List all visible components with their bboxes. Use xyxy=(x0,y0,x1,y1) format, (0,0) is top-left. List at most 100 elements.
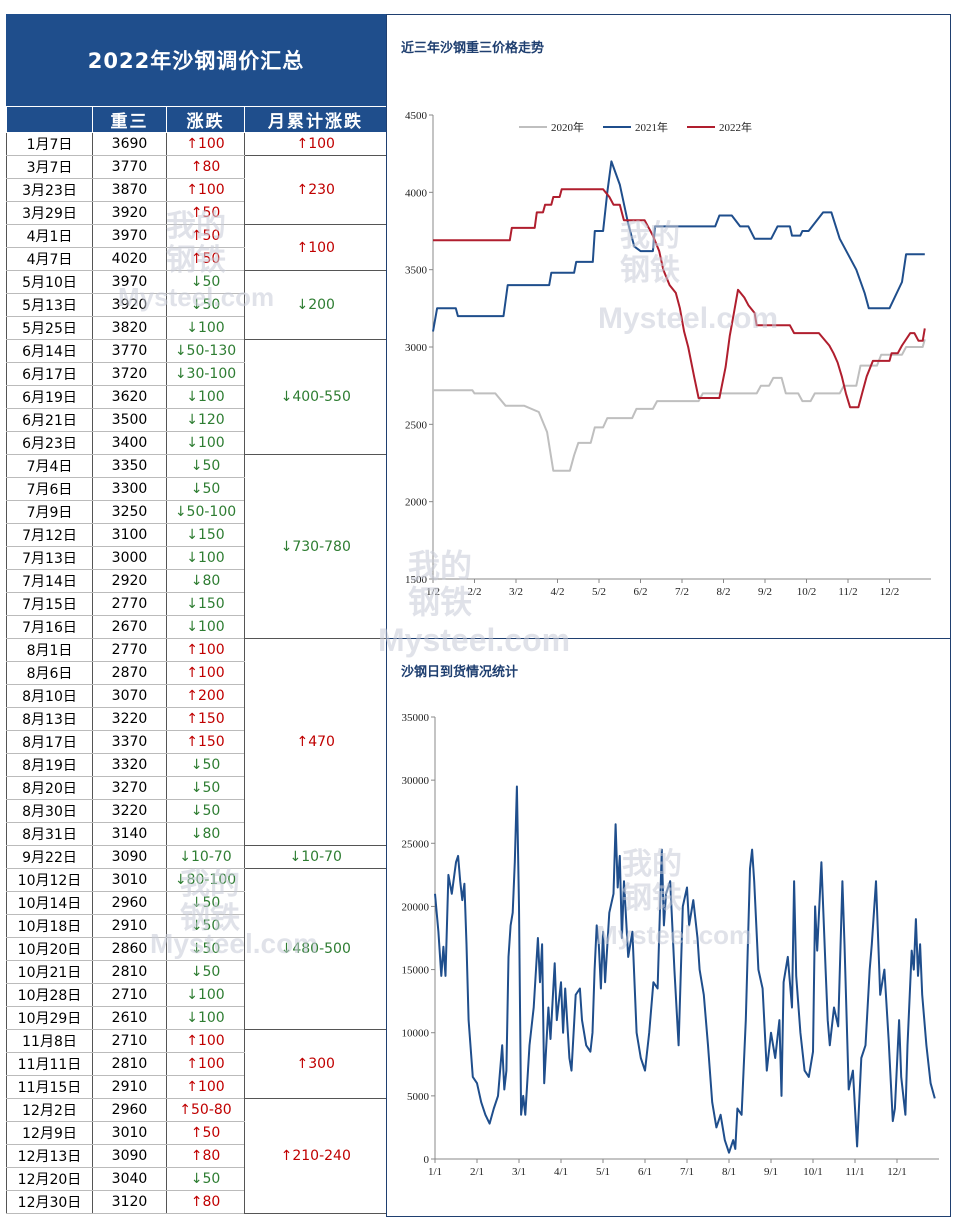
chart-title: 近三年沙钢重三价格走势 xyxy=(401,41,545,56)
y-tick-label: 3000 xyxy=(405,342,428,354)
x-tick-label: 10/2 xyxy=(797,586,817,598)
row-change: ↓120 xyxy=(166,408,245,432)
table-row: 7月4日 3350 ↓50 ↓730-780 xyxy=(6,454,387,639)
chart-title: 沙钢日到货情况统计 xyxy=(401,665,519,680)
arrival-chart: 沙钢日到货情况统计 0 5000 10000 15000 20000 25000 30000… xyxy=(386,638,951,1217)
monthly-change: ↓480-500 xyxy=(244,868,387,1030)
table-row: 4月1日 3970 ↑50 ↑100 xyxy=(6,224,387,271)
table-row: 7月14日 2920 ↓80 xyxy=(6,569,387,593)
row-price: 3370 xyxy=(92,730,167,754)
table-row: 8月30日 3220 ↓50 xyxy=(6,799,387,823)
table-row: 4月7日 4020 ↑50 xyxy=(6,247,387,271)
table-row: 3月7日 3770 ↑80 ↑230 xyxy=(6,155,387,225)
row-change: ↓100 xyxy=(166,546,245,570)
x-tick-label: 5/2 xyxy=(592,586,606,598)
monthly-change: ↓400-550 xyxy=(244,339,387,455)
table-row: 8月20日 3270 ↓50 xyxy=(6,776,387,800)
table-row: 11月15日 2910 ↑100 xyxy=(6,1075,387,1099)
table-row: 11月11日 2810 ↑100 xyxy=(6,1052,387,1076)
arrival-svg: 0 5000 10000 15000 20000 25000 30000 35000 1/1 2/… xyxy=(402,712,939,1178)
row-price: 3400 xyxy=(92,431,167,455)
table-row: 7月13日 3000 ↓100 xyxy=(6,546,387,570)
table-row: 5月25日 3820 ↓100 xyxy=(6,316,387,340)
table-row: 6月23日 3400 ↓100 xyxy=(6,431,387,455)
row-date: 3月29日 xyxy=(6,201,93,225)
row-date: 10月12日 xyxy=(6,868,93,892)
row-price: 3040 xyxy=(92,1167,167,1191)
row-date: 10月20日 xyxy=(6,937,93,961)
row-change: ↑80 xyxy=(166,1144,245,1168)
table-row: 8月19日 3320 ↓50 xyxy=(6,753,387,777)
row-change: ↓100 xyxy=(166,983,245,1007)
row-change: ↓10-70 xyxy=(166,845,245,869)
table-row: 5月13日 3920 ↓50 xyxy=(6,293,387,317)
x-tick-label: 5/1 xyxy=(596,1166,610,1178)
row-date: 8月1日 xyxy=(6,638,93,662)
row-change: ↑100 xyxy=(166,178,245,202)
table-row: 6月21日 3500 ↓120 xyxy=(6,408,387,432)
row-price: 3250 xyxy=(92,500,167,524)
row-price: 3270 xyxy=(92,776,167,800)
row-change: ↓50 xyxy=(166,960,245,984)
monthly-change: ↓730-780 xyxy=(244,454,387,639)
header-date xyxy=(6,106,93,133)
row-change: ↓100 xyxy=(166,385,245,409)
table-row: 7月9日 3250 ↓50-100 xyxy=(6,500,387,524)
row-price: 3690 xyxy=(92,132,167,156)
row-change: ↓100 xyxy=(166,316,245,340)
row-date: 10月21日 xyxy=(6,960,93,984)
y-tick-label: 4500 xyxy=(405,110,428,122)
x-tick-label: 3/2 xyxy=(509,586,523,598)
header-price: 重三 xyxy=(92,106,167,133)
row-date: 4月7日 xyxy=(6,247,93,271)
y-tick-label: 1500 xyxy=(405,574,428,586)
table-row: 6月17日 3720 ↓30-100 xyxy=(6,362,387,386)
row-change: ↓50-130 xyxy=(166,339,245,363)
row-date: 11月15日 xyxy=(6,1075,93,1099)
y-tick-label: 15000 xyxy=(402,965,430,977)
table-row: 12月9日 3010 ↑50 xyxy=(6,1121,387,1145)
row-price: 3970 xyxy=(92,270,167,294)
row-change: ↓150 xyxy=(166,523,245,547)
row-date: 7月12日 xyxy=(6,523,93,547)
row-date: 6月21日 xyxy=(6,408,93,432)
row-change: ↓50 xyxy=(166,1167,245,1191)
row-price: 2960 xyxy=(92,1098,167,1122)
x-tick-label: 10/1 xyxy=(803,1166,823,1178)
row-change: ↓50 xyxy=(166,454,245,478)
x-tick-label: 12/1 xyxy=(887,1166,907,1178)
x-tick-label: 9/1 xyxy=(764,1166,778,1178)
row-change: ↓150 xyxy=(166,592,245,616)
header-change: 涨跌 xyxy=(166,106,245,133)
row-price: 3090 xyxy=(92,845,167,869)
row-change: ↑150 xyxy=(166,730,245,754)
row-price: 3300 xyxy=(92,477,167,501)
row-change: ↑100 xyxy=(166,661,245,685)
row-change: ↓50 xyxy=(166,270,245,294)
series-line-arrivals xyxy=(434,785,936,1154)
row-date: 3月23日 xyxy=(6,178,93,202)
row-date: 8月31日 xyxy=(6,822,93,846)
x-tick-label: 9/2 xyxy=(758,586,772,598)
y-tick-label: 30000 xyxy=(402,775,430,787)
row-price: 3870 xyxy=(92,178,167,202)
row-change: ↑50 xyxy=(166,1121,245,1145)
table-row: 3月23日 3870 ↑100 xyxy=(6,178,387,202)
row-date: 8月10日 xyxy=(6,684,93,708)
header-monthly: 月累计涨跌 xyxy=(244,106,387,133)
table-row: 3月29日 3920 ↑50 xyxy=(6,201,387,225)
y-tick-label: 2500 xyxy=(405,419,428,431)
row-price: 2770 xyxy=(92,638,167,662)
row-price: 2810 xyxy=(92,960,167,984)
table-row: 10月18日 2910 ↓50 xyxy=(6,914,387,938)
table-row: 8月13日 3220 ↑150 xyxy=(6,707,387,731)
row-date: 8月13日 xyxy=(6,707,93,731)
row-date: 6月17日 xyxy=(6,362,93,386)
row-date: 7月15日 xyxy=(6,592,93,616)
row-price: 3920 xyxy=(92,201,167,225)
monthly-change: ↑100 xyxy=(244,132,387,156)
row-change: ↑50-80 xyxy=(166,1098,245,1122)
x-tick-label: 6/1 xyxy=(638,1166,652,1178)
row-price: 3220 xyxy=(92,707,167,731)
row-date: 10月29日 xyxy=(6,1006,93,1030)
